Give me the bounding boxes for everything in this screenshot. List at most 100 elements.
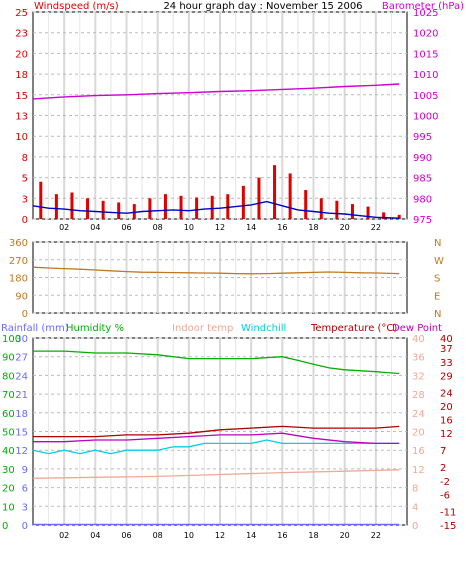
barometer-line	[32, 83, 400, 100]
compass-tick-label: S	[434, 274, 440, 285]
humidity-line	[33, 350, 400, 375]
x-tick-label: 12	[215, 223, 225, 232]
climate-legend-entry: Temperature (°C)	[310, 323, 397, 334]
temperature-tick-label: 20	[440, 402, 453, 413]
windspeed-tick-label: 23	[15, 29, 28, 40]
temperature-tick-label: 12	[440, 429, 453, 440]
temperature-tick-label: -11	[440, 507, 456, 518]
x-tick-label: 04	[90, 531, 100, 540]
barometer-tick-label: 1020	[413, 29, 438, 40]
rainfall-tick-label: 18	[15, 409, 28, 420]
climate-legend-entry: Windchill	[241, 323, 286, 334]
temperature-tick-label: 24	[440, 388, 453, 399]
temperature-tick-label: 7	[440, 446, 446, 457]
direction-tick-label: 0	[22, 309, 28, 320]
x-tick-label: 02	[59, 223, 69, 232]
x-tick-label: 10	[184, 531, 194, 540]
climate-legend-entry: Rainfall (mm)	[1, 323, 69, 334]
x-tick-label: 08	[153, 531, 163, 540]
temperature-tick-label: -2	[440, 477, 450, 488]
climate-legend-entry: Humidity %	[66, 323, 124, 334]
indoor-tick-label: 12	[412, 465, 425, 476]
temperature-tick-label: 29	[440, 371, 453, 382]
temperature-tick-label: 33	[440, 358, 453, 369]
x-tick-label: 10	[184, 223, 194, 232]
x-tick-label: 14	[246, 531, 256, 540]
rainfall-tick-label: 3	[22, 502, 28, 513]
rainfall-tick-label: 0	[22, 521, 28, 532]
rainfall-tick-label: 9	[22, 465, 28, 476]
temperature-tick-label: 2	[440, 463, 446, 474]
x-tick-label: 20	[340, 531, 350, 540]
x-tick-label: 22	[371, 531, 381, 540]
rainfall-tick-label: 12	[15, 446, 28, 457]
barometer-tick-label: 995	[413, 132, 432, 143]
rainfall-tick-label: 24	[15, 371, 28, 382]
direction-tick-label: 90	[15, 291, 28, 302]
windspeed-tick-label: 10	[15, 132, 28, 143]
temperature-tick-label: -6	[440, 490, 450, 501]
barometer-tick-label: 980	[413, 194, 432, 205]
x-tick-label: 08	[153, 223, 163, 232]
temperature-tick-label: 16	[440, 416, 453, 427]
indoor-tick-label: 4	[412, 502, 418, 513]
barometer-tick-label: 975	[413, 215, 432, 226]
x-tick-label: 12	[215, 531, 225, 540]
temperature-tick-label: 40	[440, 334, 453, 345]
indoor-tick-label: 28	[412, 390, 425, 401]
x-tick-label: 06	[121, 531, 131, 540]
humidity-tick-label: 10	[2, 502, 15, 513]
humidity-tick-label: 40	[2, 446, 15, 457]
humidity-tick-label: 90	[2, 353, 15, 364]
direction-tick-label: 270	[9, 256, 28, 267]
compass-tick-label: N	[434, 309, 441, 320]
windspeed-tick-label: 3	[22, 194, 28, 205]
rainfall-tick-label: 21	[15, 390, 28, 401]
windchill-line	[32, 439, 400, 455]
indoor-tick-label: 20	[412, 428, 425, 439]
indoor-tick-label: 32	[412, 371, 425, 382]
barometer-tick-label: 990	[413, 153, 432, 164]
rainfall-tick-label: 6	[22, 484, 28, 495]
windspeed-tick-label: 15	[15, 91, 28, 102]
humidity-tick-label: 80	[2, 371, 15, 382]
x-tick-label: 18	[308, 531, 318, 540]
windspeed-tick-label: 5	[22, 174, 28, 185]
windspeed-tick-label: 8	[22, 153, 28, 164]
wind-average-line	[32, 200, 400, 219]
indoor-tick-label: 36	[412, 353, 425, 364]
wind-direction-line	[32, 266, 400, 275]
x-tick-label: 18	[308, 223, 318, 232]
x-tick-label: 06	[121, 223, 131, 232]
direction-tick-label: 180	[9, 274, 28, 285]
climate-legend-entry: Indoor temp	[172, 323, 233, 334]
humidity-tick-label: 60	[2, 409, 15, 420]
humidity-tick-label: 70	[2, 390, 15, 401]
temperature-tick-label: 37	[440, 344, 453, 355]
windspeed-tick-label: 20	[15, 49, 28, 60]
compass-tick-label: N	[434, 238, 441, 249]
barometer-tick-label: 985	[413, 174, 432, 185]
barometer-tick-label: 1025	[413, 8, 438, 19]
rainfall-tick-label: 27	[15, 353, 28, 364]
rainfall-tick-label: 15	[15, 428, 28, 439]
windspeed-tick-label: 13	[15, 112, 28, 123]
x-tick-label: 02	[59, 531, 69, 540]
compass-tick-label: E	[434, 291, 440, 302]
barometer-tick-label: 1005	[413, 91, 438, 102]
x-tick-label: 22	[371, 223, 381, 232]
x-tick-label: 04	[90, 223, 100, 232]
rainfall-tick-label: 30	[15, 334, 28, 345]
humidity-tick-label: 30	[2, 465, 15, 476]
windspeed-tick-label: 25	[15, 8, 28, 19]
dewpoint-line	[33, 432, 400, 445]
indoor-tick-label: 0	[412, 521, 418, 532]
x-tick-label: 16	[277, 531, 287, 540]
temperature-tick-label: -15	[440, 521, 456, 532]
x-tick-label: 14	[246, 223, 256, 232]
chart-title: 24 hour graph day : November 15 2006	[163, 1, 362, 12]
humidity-tick-label: 50	[2, 428, 15, 439]
windspeed-axis-title: Windspeed (m/s)	[34, 1, 119, 12]
x-tick-label: 20	[340, 223, 350, 232]
